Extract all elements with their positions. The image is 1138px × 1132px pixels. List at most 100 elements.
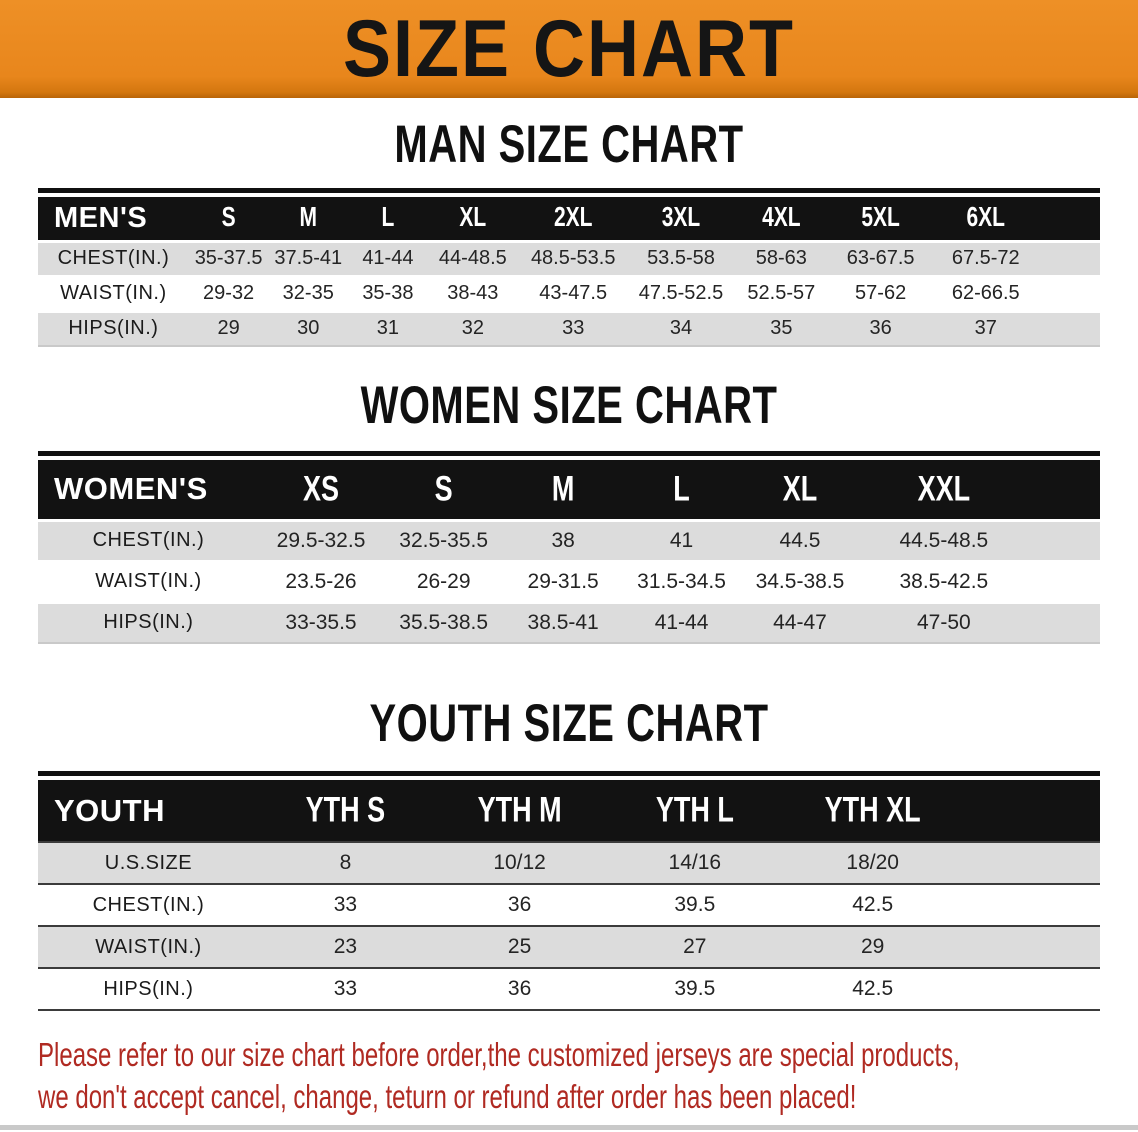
measurement-cell: 58-63 [755, 247, 807, 269]
table-top-rule [38, 771, 1100, 776]
spacer-cell [962, 780, 1100, 842]
measurement-cell: 32-35 [282, 282, 334, 304]
women-col-header-s: S [383, 460, 505, 520]
measurement-cell: 8 [339, 851, 352, 874]
measurement-cell: 29-31.5 [527, 569, 599, 593]
men-col-header-4xl: 4XL [733, 197, 830, 241]
measurement-cell: 32.5-35.5 [399, 528, 489, 552]
measurement-cell: 35 [770, 317, 793, 340]
table-top-rule [38, 451, 1100, 456]
measurement-cell: 38.5-41 [527, 610, 599, 634]
spacer-cell [1029, 561, 1100, 602]
row-label: WAIST(IN.) [95, 935, 202, 958]
measurement-cell: 33 [562, 317, 585, 340]
youth-row-u-s-size: U.S.SIZE 8 10/12 14/16 18/20 [38, 842, 1100, 884]
youth-table-label: YOUTH [38, 780, 259, 842]
men-header-row: MEN'S S M L XL 2XL 3XL 4XL 5XL 6XL [38, 197, 1100, 241]
measurement-cell: 67.5-72 [951, 247, 1020, 269]
disclaimer-line-1: Please refer to our size chart before or… [38, 1037, 960, 1074]
measurement-cell: 36 [869, 317, 892, 340]
measurement-cell: 29-32 [203, 282, 255, 304]
women-heading-text: WOMEN SIZE CHART [360, 376, 778, 436]
men-col-header-3xl: 3XL [628, 197, 734, 241]
measurement-cell: 33-35.5 [285, 610, 357, 634]
women-header-row: WOMEN'S XS S M L XL XXL [38, 460, 1100, 520]
measurement-cell: 31 [376, 317, 400, 340]
row-label: U.S.SIZE [104, 851, 193, 874]
row-label: CHEST(IN.) [92, 893, 205, 916]
youth-row-waist-in: WAIST(IN.) 23 25 27 29 [38, 926, 1100, 968]
women-col-header-l: L [622, 460, 742, 520]
men-col-header-xl: XL [427, 197, 518, 241]
measurement-cell: 39.5 [674, 893, 716, 916]
women-col-header-xxl: XXL [858, 460, 1029, 520]
measurement-cell: 38 [551, 528, 575, 552]
size-chart-banner: SIZE CHART [0, 0, 1138, 98]
women-row-hips-in: HIPS(IN.) 33-35.5 35.5-38.5 38.5-41 41-44 44-… [38, 602, 1100, 643]
measurement-cell: 33 [333, 893, 358, 916]
measurement-cell: 25 [507, 935, 532, 958]
measurement-cell: 29 [861, 935, 885, 958]
youth-row-chest-in: CHEST(IN.) 33 36 39.5 42.5 [38, 884, 1100, 926]
row-label: CHEST(IN.) [92, 529, 205, 551]
youth-col-header-yth-s: YTH S [258, 780, 432, 842]
youth-col-header-yth-l: YTH L [607, 780, 783, 842]
spacer-cell [963, 926, 1100, 968]
men-row-chest-in: CHEST(IN.) 35-37.5 37.5-41 41-44 44-48.5 48.5… [38, 241, 1100, 276]
spacer-cell [963, 968, 1100, 1010]
measurement-cell: 29.5-32.5 [276, 528, 366, 552]
youth-size-table: YOUTH YTH S YTH M YTH L YTH XL U.S.SIZE 8 10/12… [38, 780, 1100, 1011]
measurement-cell: 53.5-58 [647, 247, 715, 269]
measurement-cell: 52.5-57 [747, 282, 816, 304]
spacer-cell [1029, 602, 1100, 643]
measurement-cell: 38-43 [447, 282, 499, 304]
measurement-cell: 23 [333, 935, 358, 958]
men-row-waist-in: WAIST(IN.) 29-32 32-35 35-38 38-43 43-47.5 47.… [38, 276, 1100, 311]
spacer-cell [1029, 520, 1100, 561]
men-row-hips-in: HIPS(IN.) 29 30 31 32 33 34 35 36 37 [38, 311, 1100, 346]
measurement-cell: 48.5-53.5 [530, 247, 616, 269]
table-top-rule [38, 188, 1100, 193]
measurement-cell: 33 [333, 977, 358, 1000]
measurement-cell: 37 [974, 317, 997, 340]
man-section-heading: MAN SIZE CHART [0, 116, 1138, 174]
women-row-chest-in: CHEST(IN.) 29.5-32.5 32.5-35.5 38 41 44.5 44.5… [38, 520, 1100, 561]
measurement-cell: 47.5-52.5 [638, 282, 724, 304]
row-label: HIPS(IN.) [68, 317, 159, 340]
youth-section-heading: YOUTH SIZE CHART [0, 695, 1138, 753]
womens-size-table: WOMEN'S XS S M L XL XXL CHEST(IN.) 29.5-32.5 32.5… [38, 460, 1100, 644]
measurement-cell: 27 [683, 935, 707, 958]
measurement-cell: 63-67.5 [846, 247, 915, 269]
mens-size-table: MEN'S S M L XL 2XL 3XL 4XL 5XL 6XL CHEST(IN.) 35-37… [38, 197, 1100, 347]
men-col-header-5xl: 5XL [829, 197, 933, 241]
measurement-cell: 10/12 [493, 851, 546, 874]
measurement-cell: 41-44 [654, 610, 709, 634]
womens-size-table-wrap: WOMEN'S XS S M L XL XXL CHEST(IN.) 29.5-32.5 32.5… [38, 451, 1100, 644]
measurement-cell: 44.5-48.5 [899, 528, 989, 552]
page-title: SIZE CHART [343, 4, 795, 94]
men-col-header-s: S [188, 197, 269, 241]
mens-size-table-wrap: MEN'S S M L XL 2XL 3XL 4XL 5XL 6XL CHEST(IN.) 35-37… [38, 188, 1100, 347]
measurement-cell: 23.5-26 [285, 569, 357, 593]
measurement-cell: 30 [297, 317, 320, 340]
measurement-cell: 35-37.5 [194, 247, 263, 269]
measurement-cell: 18/20 [846, 851, 899, 874]
youth-col-header-yth-xl: YTH XL [782, 780, 963, 842]
disclaimer-line-2: we don't accept cancel, change, teturn o… [38, 1079, 857, 1116]
youth-size-table-wrap: YOUTH YTH S YTH M YTH L YTH XL U.S.SIZE 8 10/12… [38, 771, 1100, 1011]
men-col-header-l: L [348, 197, 428, 241]
measurement-cell: 36 [507, 893, 532, 916]
measurement-cell: 31.5-34.5 [637, 569, 726, 593]
measurement-cell: 29 [217, 317, 240, 340]
measurement-cell: 42.5 [852, 893, 894, 916]
measurement-cell: 44-47 [773, 610, 827, 634]
spacer-cell [1039, 276, 1100, 311]
spacer-cell [963, 884, 1100, 926]
measurement-cell: 42.5 [852, 977, 894, 1000]
row-label: HIPS(IN.) [103, 611, 194, 634]
row-label: WAIST(IN.) [95, 570, 202, 592]
row-label: HIPS(IN.) [103, 977, 194, 1000]
bottom-divider [0, 1125, 1138, 1130]
women-col-header-m: M [504, 460, 623, 520]
measurement-cell: 62-66.5 [951, 282, 1020, 304]
